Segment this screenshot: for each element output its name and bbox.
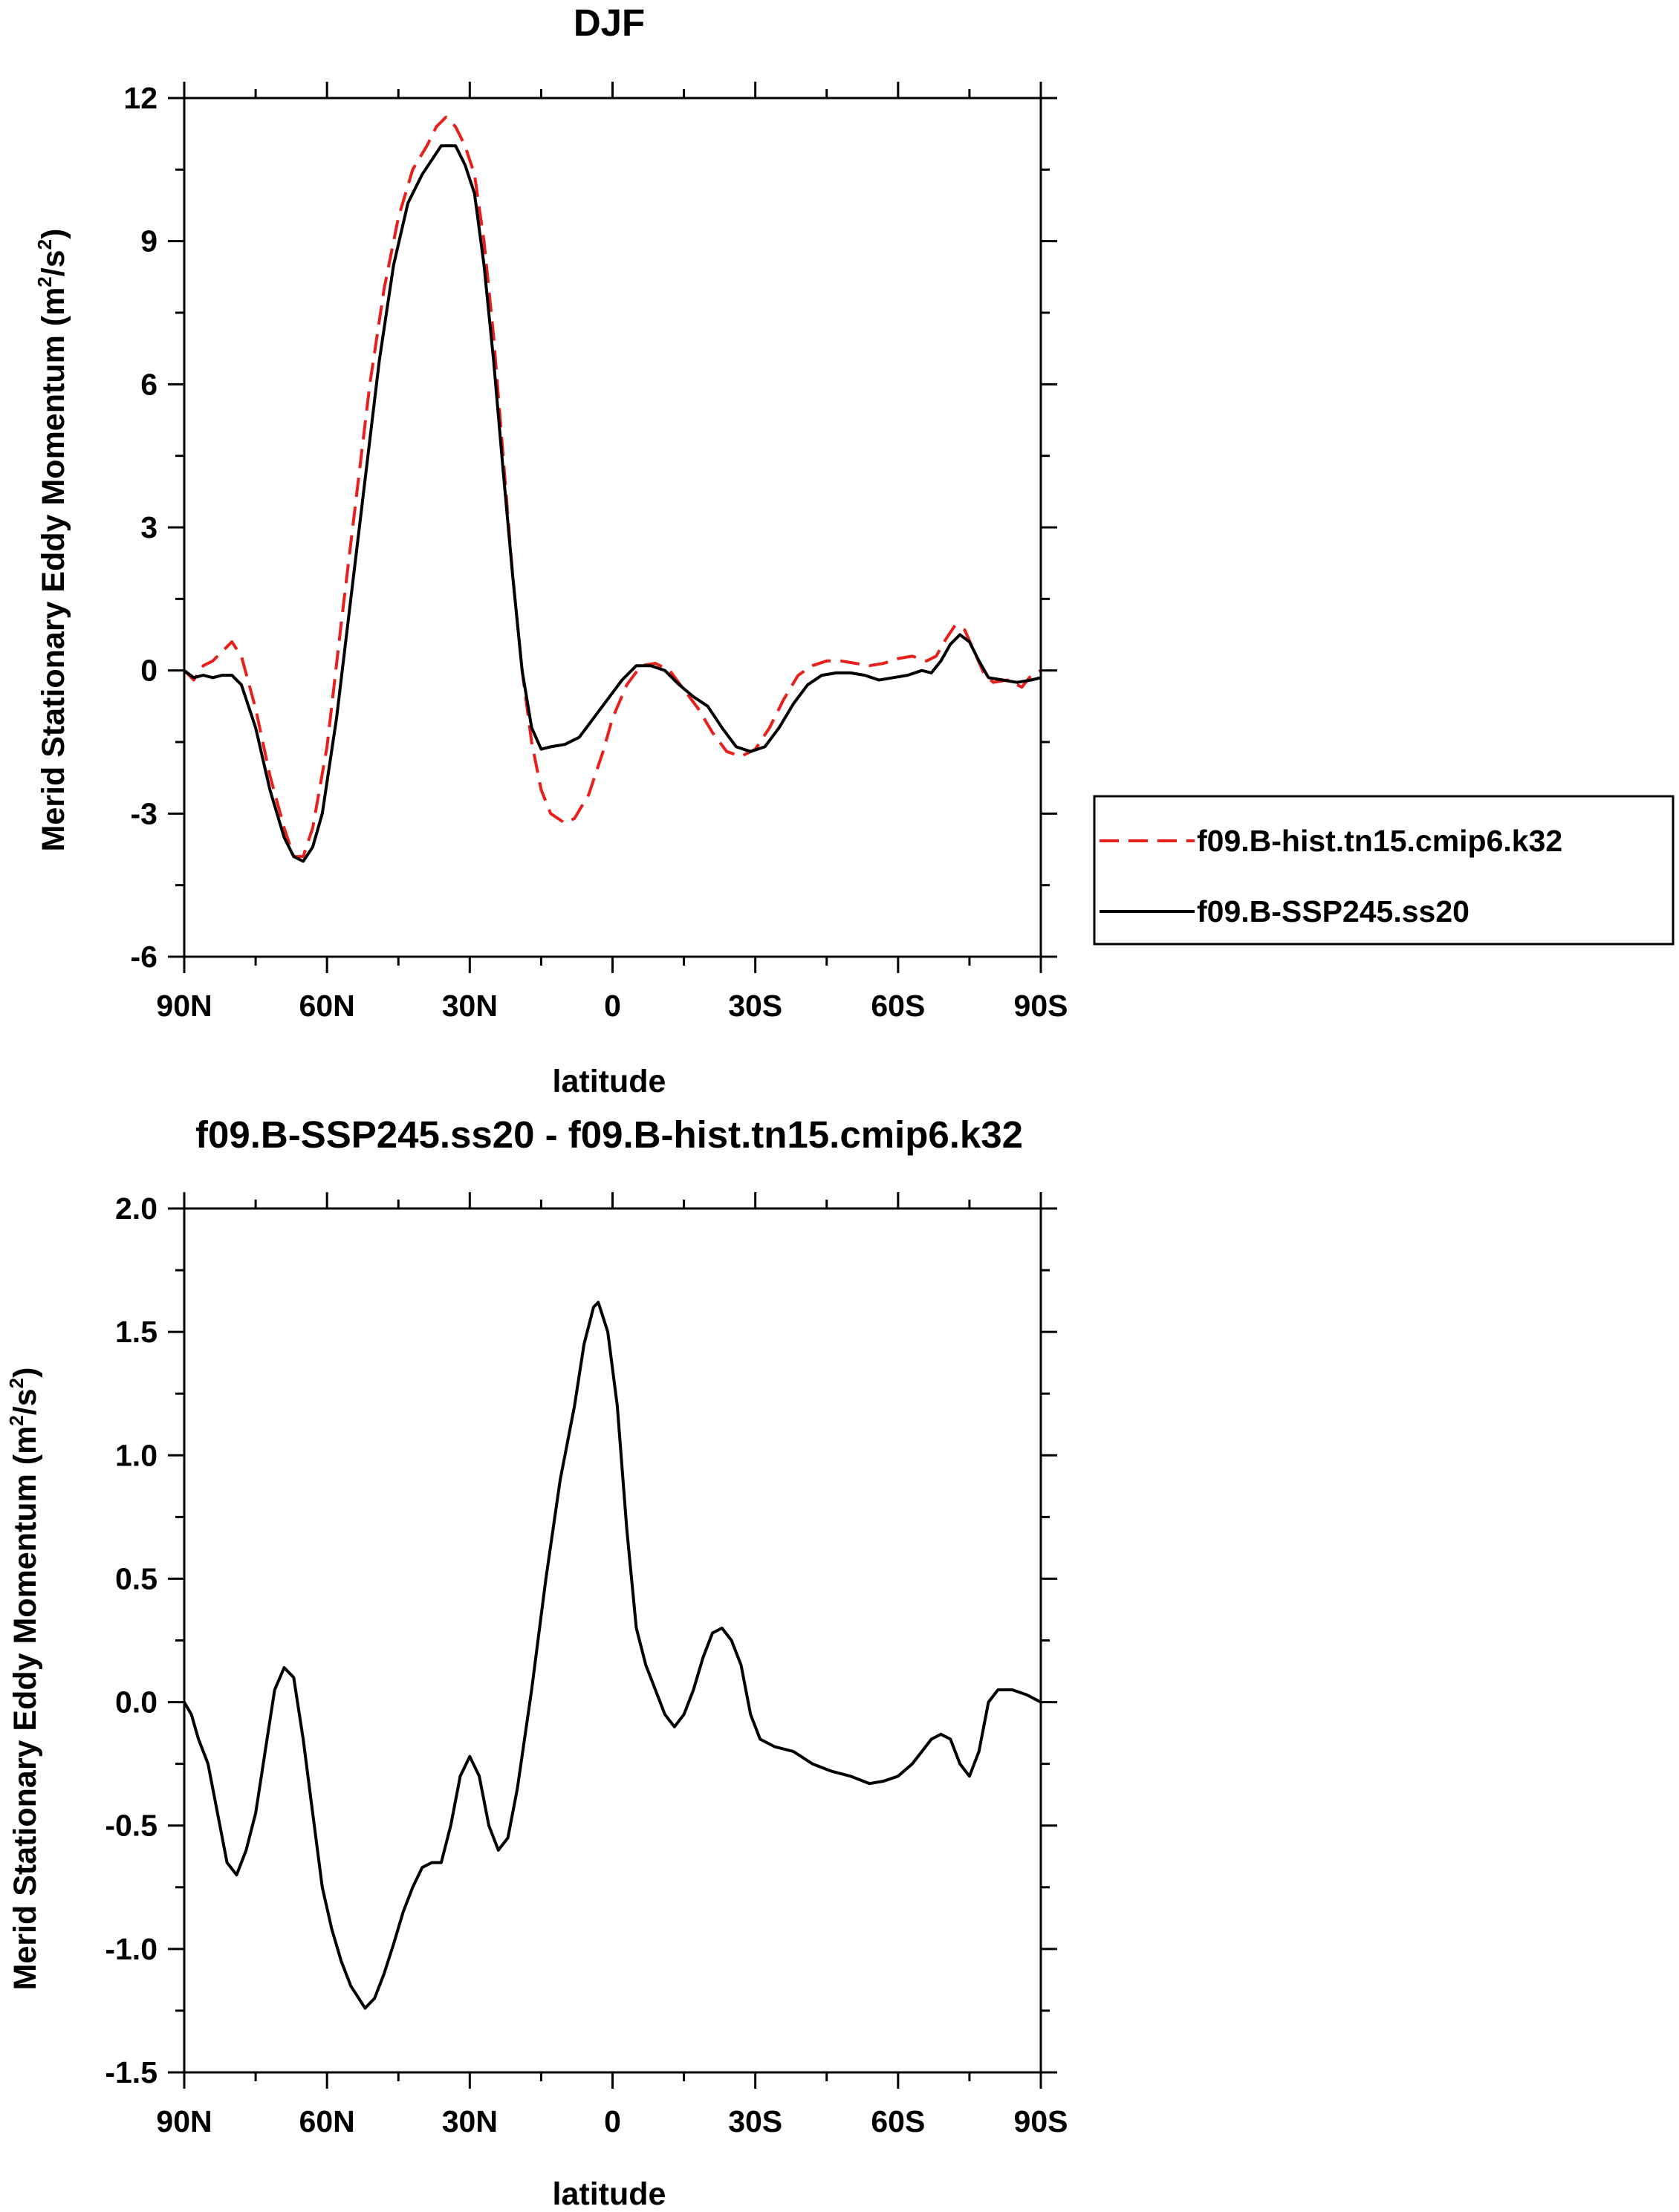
bottom-x-tick-label: 90S bbox=[1014, 2104, 1068, 2138]
top-series-line-f09-b-hist-tn15-cmip6-k32 bbox=[183, 115, 1042, 859]
top-y-tick-label: 3 bbox=[140, 510, 157, 544]
bottom-y-axis-title-main: Merid Stationary Eddy Momentum (m bbox=[7, 1426, 43, 1991]
legend-label-ssp245: f09.B-SSP245.ss20 bbox=[1197, 894, 1469, 928]
top-y-axis-title-main: Merid Stationary Eddy Momentum (m bbox=[36, 287, 71, 852]
top-legend: f09.B-hist.tn15.cmip6.k32 f09.B-SSP245.s… bbox=[1093, 795, 1675, 946]
bottom-y-tick-label: -1.5 bbox=[105, 2055, 157, 2089]
svg-text:Merid Stationary Eddy Momentum: Merid Stationary Eddy Momentum (m2/s2) bbox=[33, 229, 71, 852]
bottom-x-tick-label: 30N bbox=[442, 2104, 498, 2138]
top-y-tick-label: 0 bbox=[140, 654, 157, 688]
top-chart-title: DJF bbox=[574, 1, 645, 44]
top-y-axis-title-end: ) bbox=[36, 229, 71, 239]
top-chart-panel: DJF Merid Stationary Eddy Momentum (m2/s… bbox=[33, 1, 1675, 1099]
bottom-y-axis-title-sup2: 2 bbox=[5, 1378, 27, 1388]
bottom-x-tick-label: 90N bbox=[156, 2104, 212, 2138]
bottom-series-line-diff-0 bbox=[183, 1301, 1042, 2010]
top-y-tick-label: 6 bbox=[140, 367, 157, 401]
bottom-chart-title: f09.B-SSP245.ss20 - f09.B-hist.tn15.cmip… bbox=[195, 1113, 1023, 1156]
top-y-tick-label: 12 bbox=[123, 81, 157, 115]
svg-text:Merid Stationary Eddy Momentum: Merid Stationary Eddy Momentum (m2/s2) bbox=[5, 1367, 43, 1991]
bottom-x-tick-label: 60S bbox=[871, 2104, 925, 2138]
bottom-x-tick-label: 30S bbox=[728, 2104, 782, 2138]
bottom-y-tick-label: 0.5 bbox=[115, 1561, 157, 1595]
bottom-y-axis-title-sup1: 2 bbox=[5, 1415, 27, 1425]
bottom-y-axis-title-end: ) bbox=[7, 1367, 43, 1378]
top-x-tick-label: 90N bbox=[156, 989, 212, 1023]
bottom-y-tick-label: 1.0 bbox=[115, 1438, 157, 1472]
top-y-tick-label: -6 bbox=[131, 940, 157, 974]
top-y-axis-title-mid: /s bbox=[36, 250, 71, 276]
top-y-tick-label: -3 bbox=[131, 796, 157, 830]
top-x-tick-label: 60S bbox=[871, 989, 925, 1023]
top-series-line-f09-b-ssp245-ss20 bbox=[183, 144, 1042, 863]
bottom-plot-frame bbox=[183, 1207, 1042, 2074]
bottom-y-axis-title-mid: /s bbox=[7, 1388, 43, 1415]
top-x-axis-title: latitude bbox=[553, 1064, 666, 1099]
top-y-axis-title: Merid Stationary Eddy Momentum (m2/s2) bbox=[33, 229, 71, 852]
top-y-axis-title-sup1: 2 bbox=[33, 276, 56, 287]
legend-box bbox=[1093, 795, 1675, 946]
bottom-x-tick-label: 60N bbox=[299, 2104, 355, 2138]
top-x-tick-label: 90S bbox=[1014, 989, 1068, 1023]
bottom-y-tick-label: 2.0 bbox=[115, 1191, 157, 1226]
bottom-y-tick-label: -0.5 bbox=[105, 1809, 157, 1843]
top-x-tick-label: 60N bbox=[299, 989, 355, 1023]
bottom-x-axis-title: latitude bbox=[553, 2176, 666, 2212]
bottom-chart-panel: f09.B-SSP245.ss20 - f09.B-hist.tn15.cmip… bbox=[5, 1113, 1068, 2212]
bottom-x-tick-label: 0 bbox=[604, 2104, 621, 2138]
top-y-tick-label: 9 bbox=[140, 224, 157, 258]
top-x-tick-label: 30N bbox=[442, 989, 498, 1023]
top-x-tick-label: 30S bbox=[728, 989, 782, 1023]
bottom-y-tick-label: -1.0 bbox=[105, 1932, 157, 1966]
top-x-tick-label: 0 bbox=[604, 989, 621, 1023]
bottom-y-tick-label: 0.0 bbox=[115, 1685, 157, 1720]
bottom-y-tick-label: 1.5 bbox=[115, 1315, 157, 1349]
legend-label-hist: f09.B-hist.tn15.cmip6.k32 bbox=[1197, 824, 1562, 858]
bottom-y-axis-title: Merid Stationary Eddy Momentum (m2/s2) bbox=[5, 1367, 43, 1991]
top-y-axis-title-sup2: 2 bbox=[33, 239, 56, 250]
